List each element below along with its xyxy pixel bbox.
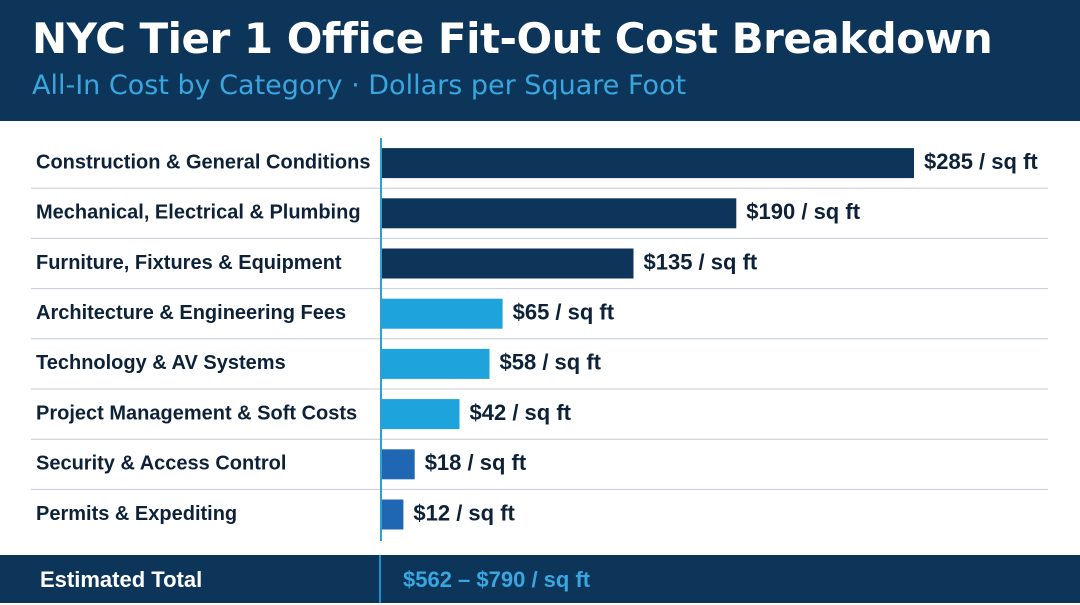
value-label: $190 / sq ft: [746, 199, 860, 224]
bar: [381, 499, 404, 530]
bar: [381, 298, 503, 329]
value-label: $58 / sq ft: [500, 350, 602, 375]
bar: [381, 449, 415, 480]
bar: [381, 148, 914, 179]
value-label: $42 / sq ft: [470, 400, 572, 425]
category-label: Furniture, Fixtures & Equipment: [36, 252, 342, 274]
category-label: Architecture & Engineering Fees: [36, 302, 346, 324]
category-label: Mechanical, Electrical & Plumbing: [36, 202, 361, 224]
value-label: $18 / sq ft: [425, 450, 527, 475]
value-label: $12 / sq ft: [413, 500, 515, 525]
total-label: Estimated Total: [40, 567, 203, 592]
chart-subtitle: All-In Cost by Category · Dollars per Sq…: [32, 70, 687, 101]
bar: [381, 399, 460, 430]
footer-divider: [379, 555, 381, 603]
value-label: $65 / sq ft: [513, 300, 615, 325]
bar: [381, 198, 737, 229]
category-label: Construction & General Conditions: [36, 151, 370, 173]
bar: [381, 348, 490, 379]
total-value: $562 – $790 / sq ft: [403, 567, 591, 592]
bar-chart: Construction & General Conditions $285 / …: [31, 138, 1048, 541]
value-label: $135 / sq ft: [644, 249, 758, 274]
category-label: Permits & Expediting: [36, 503, 237, 525]
header-banner: NYC Tier 1 Office Fit-Out Cost Breakdown…: [0, 0, 1080, 121]
category-label: Security & Access Control: [36, 453, 286, 475]
category-label: Project Management & Soft Costs: [36, 402, 357, 424]
category-label: Technology & AV Systems: [36, 352, 286, 374]
value-label: $285 / sq ft: [924, 149, 1038, 174]
chart-title: NYC Tier 1 Office Fit-Out Cost Breakdown: [32, 14, 993, 63]
bar: [381, 248, 634, 279]
total-footer: Estimated Total $562 – $790 / sq ft: [0, 555, 1080, 603]
